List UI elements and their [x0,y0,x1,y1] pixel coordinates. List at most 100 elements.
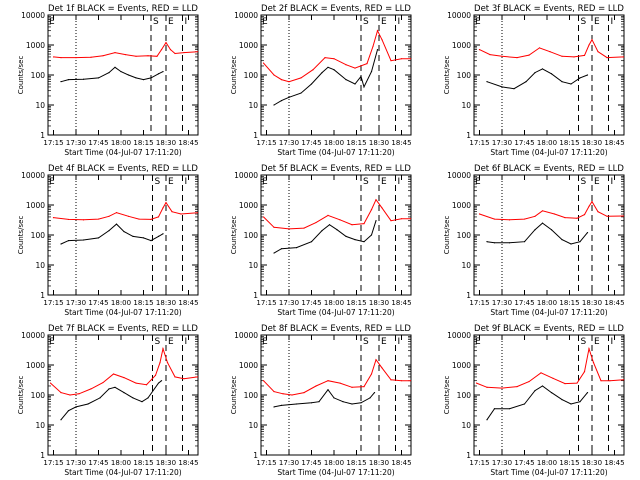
x-tick-label: 18:15 [346,139,366,147]
lld-series-line-point [262,62,265,64]
lld-series-line-point [390,220,392,222]
lld-series-line-point [538,47,541,49]
y-tick-label: 10 [248,261,258,270]
x-tick-label: 18:45 [604,459,624,467]
x-tick-label: 17:15 [43,299,63,307]
events-series-line-point [523,403,526,405]
lld-series-line-point [324,57,326,59]
marker-label-i: I [398,17,401,27]
lld-series-line [479,38,624,59]
lld-series-line-point [409,58,412,60]
marker-label-i: I [611,17,614,27]
y-tick-label: 10 [35,421,45,430]
lld-series-line-point [288,228,290,230]
x-tick-label: 17:15 [43,139,63,147]
events-series-line-point [345,79,347,81]
x-tick-label: 17:30 [279,459,299,467]
lld-series-line-point [273,390,275,393]
events-series-line-point [82,78,85,80]
marker-label-s: S [581,17,587,27]
plot-frame [47,174,199,296]
events-series-line-point [523,241,526,243]
events-series-line-point [132,235,134,237]
x-tick-label: 18:30 [369,139,389,147]
events-series-line-point [501,86,503,88]
y-axis-label: Counts/sec [230,216,238,255]
lld-series-line-point [312,69,314,71]
events-series-line-point [328,224,331,226]
lld-series-line [479,200,624,221]
y-tick-label: 1000 [26,201,45,210]
lld-series-line-point [540,372,542,374]
events-series-line-point [60,81,62,83]
marker-label-e: E [475,177,481,187]
lld-series-line-point [409,380,412,382]
lld-series-line-point [528,380,530,383]
marker-label-e: E [475,337,481,347]
x-axis-label: Start Time (04-Jul-07 17:11:20) [277,468,394,477]
lld-series-line-point [262,216,265,218]
events-series-line-point [157,235,160,237]
lld-series-line-point [606,57,608,59]
x-tick-label: 18:00 [537,139,557,147]
events-series-line-point [280,100,283,102]
lld-series-line-point [370,373,373,375]
events-series-line-point [273,406,275,408]
marker-label-e: E [594,177,600,187]
marker-label-i: I [611,337,614,347]
events-series-line-point [561,399,563,401]
x-tick-label: 18:30 [582,459,602,467]
lld-series-line-point [609,380,611,382]
lld-series-line-point [60,392,62,394]
events-series-line-point [142,79,145,81]
events-series-line-point [579,401,581,403]
events-series-line-point [135,77,137,79]
x-tick-label: 18:45 [178,139,198,147]
events-series-line-point [60,243,62,245]
lld-series-line-point [154,374,157,377]
plot-frame [260,334,412,456]
lld-series-line-point [549,51,551,53]
x-tick-label: 17:45 [301,139,321,147]
marker-label-e: E [594,337,600,347]
y-axis-label: Counts/sec [230,56,238,95]
x-tick-label: 18:15 [346,299,366,307]
x-axis-label: Start Time (04-Jul-07 17:11:20) [277,308,394,317]
lld-series-line-point [169,49,172,51]
events-series-line-point [369,397,371,399]
y-tick-label: 1000 [239,361,258,370]
lld-series-line-point [493,218,496,220]
events-series-line-point [123,230,125,233]
events-series-line-point [273,104,275,106]
x-tick-label: 18:30 [369,459,389,467]
marker-label-e: E [594,17,600,27]
x-tick-label: 17:30 [66,459,86,467]
events-series-line-point [157,382,160,384]
panel-title: Det 3f BLACK = Events, RED = LLD [474,4,624,14]
lld-series-line-point [262,380,265,382]
events-series-line-point [579,77,581,79]
lld-series-line-point [622,215,625,217]
marker-label-i: I [398,177,401,187]
events-series-line-point [162,70,164,73]
y-tick-label: 1 [40,451,45,460]
x-tick-label: 17:45 [88,299,108,307]
events-series-line [273,220,377,254]
y-tick-label: 1 [253,291,258,300]
lld-series-line-point [375,359,377,361]
lld-series-line [50,346,198,396]
y-axis-label: Counts/sec [443,216,451,255]
events-series-line-point [508,242,511,244]
detector-panel-9: Det 9f BLACK = Events, RED = LLD 1 10 100 10… [443,324,625,477]
lld-series-line-point [288,81,290,83]
events-series-line-point [586,232,589,234]
events-series-line-point [115,223,118,225]
events-series-line-point [550,392,553,394]
events-series-line-point [318,401,320,403]
y-tick-label: 1 [466,291,471,300]
lld-series-line-point [145,384,148,386]
lld-series-line-point [90,388,92,390]
lld-series-line-point [196,51,199,53]
lld-series-line-point [564,217,566,219]
lld-series-line [476,346,624,389]
